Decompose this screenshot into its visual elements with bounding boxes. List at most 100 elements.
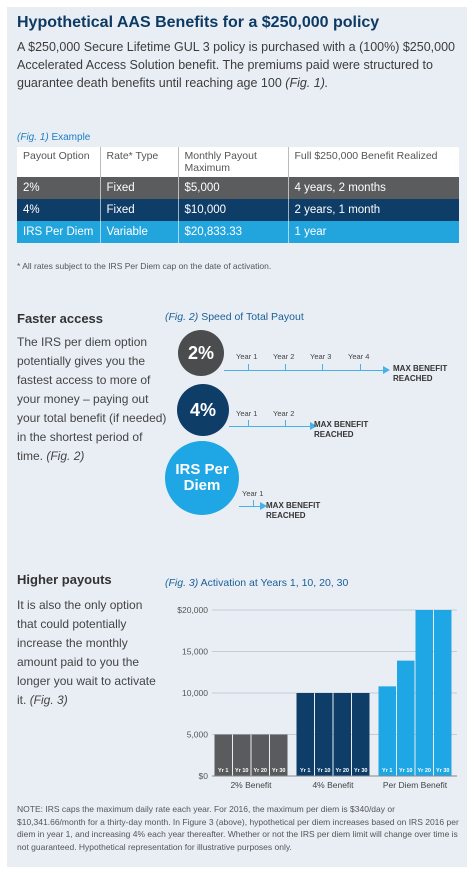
faster-access-fig-ref: (Fig. 2) [46, 449, 85, 463]
bar-label: Yr 20 [418, 768, 431, 774]
bar-label: Yr 1 [218, 768, 228, 774]
bar [415, 610, 433, 776]
table-header: Monthly Payout Maximum [178, 147, 289, 177]
intro-paragraph: A $250,000 Secure Lifetime GUL 3 policy … [17, 38, 459, 92]
max-benefit-text: REACHED [314, 430, 354, 439]
fig1-title: (Fig. 1) Example [17, 132, 90, 143]
bar-label: Yr 30 [436, 768, 449, 774]
fig3-title: (Fig. 3) Activation at Years 1, 10, 20, … [165, 577, 348, 589]
year-tick [360, 364, 361, 370]
intro-fig-ref: (Fig. 1). [285, 76, 329, 90]
year-tick [248, 420, 249, 426]
table-cell: Variable [100, 221, 179, 243]
fig1-label: (Fig. 1) [17, 132, 49, 143]
bar [378, 686, 396, 776]
table-cell: IRS Per Diem [17, 221, 101, 243]
year-tick [322, 364, 323, 370]
year-label: Year 4 [348, 352, 370, 361]
bar [251, 734, 269, 776]
intro-text: A $250,000 Secure Lifetime GUL 3 policy … [17, 40, 455, 90]
table-cell: $20,833.33 [178, 221, 289, 243]
max-benefit-text: REACHED [266, 511, 306, 520]
max-benefit-label: MAX BENEFIT REACHED [393, 364, 447, 384]
bar-label: Yr 10 [399, 768, 412, 774]
table-footnote: * All rates subject to the IRS Per Diem … [17, 261, 272, 271]
faster-access-text: The IRS per diem option potentially give… [17, 335, 167, 463]
table-cell: $10,000 [178, 199, 289, 221]
max-benefit-label: MAX BENEFIT REACHED [266, 501, 320, 521]
year-label: Year 3 [310, 352, 332, 361]
table-cell: 2 years, 1 month [288, 199, 459, 221]
y-tick-label: 5,000 [187, 730, 209, 740]
table-cell: 4% [17, 199, 101, 221]
bar-label: Yr 20 [254, 768, 267, 774]
faster-access-heading: Faster access [17, 311, 104, 326]
y-tick-label: $20,000 [177, 605, 208, 615]
table-cell: Fixed [100, 199, 179, 221]
table-cell: 1 year [288, 221, 459, 243]
table-row: 2% Fixed $5,000 4 years, 2 months [17, 177, 459, 199]
y-tick-label: 15,000 [182, 647, 208, 657]
group-label: Per Diem Benefit [383, 780, 448, 790]
bar [233, 734, 251, 776]
higher-payouts-fig-ref: (Fig. 3) [29, 693, 68, 707]
max-benefit-text: REACHED [393, 374, 433, 383]
table-header: Full $250,000 Benefit Realized [288, 147, 459, 177]
fig3-label: (Fig. 3) [165, 577, 199, 589]
bar [315, 693, 333, 776]
bar-label: Yr 20 [336, 768, 349, 774]
bar [296, 693, 314, 776]
bar-label: Yr 30 [272, 768, 285, 774]
table-cell: 2% [17, 177, 101, 199]
timeline-per-diem-line [239, 506, 261, 507]
bar [434, 610, 452, 776]
timeline-4pct-line [229, 426, 311, 427]
table-cell: $5,000 [178, 177, 289, 199]
year-tick [248, 364, 249, 370]
timeline-4pct-arrow [310, 422, 317, 430]
option-4pct-circle: 4% [177, 384, 229, 436]
higher-payouts-heading: Higher payouts [17, 572, 112, 587]
timeline-per-diem-arrow [260, 502, 267, 510]
fig1-title-text: Example [51, 132, 91, 143]
table-header: Payout Option [17, 147, 101, 177]
timeline-2pct-arrow [383, 366, 390, 374]
page-title: Hypothetical AAS Benefits for a $250,000… [17, 14, 380, 31]
infographic-panel: Hypothetical AAS Benefits for a $250,000… [7, 7, 467, 867]
y-tick-label: $0 [199, 771, 209, 781]
year-label: Year 1 [236, 352, 258, 361]
option-per-diem-circle: IRS Per Diem [165, 441, 239, 515]
group-label: 4% Benefit [312, 780, 354, 790]
max-benefit-text: MAX BENEFIT [393, 364, 448, 373]
fig3-title-text: Activation at Years 1, 10, 20, 30 [200, 577, 349, 589]
higher-payouts-text: It is also the only option that could po… [17, 598, 156, 707]
group-label: 2% Benefit [230, 780, 272, 790]
bar [214, 734, 232, 776]
year-tick [253, 500, 254, 506]
table-row: IRS Per Diem Variable $20,833.33 1 year [17, 221, 459, 243]
fig2-title-text: Speed of Total Payout [201, 311, 304, 323]
example-table: Payout Option Rate* Type Monthly Payout … [17, 147, 459, 243]
table-cell: Fixed [100, 177, 179, 199]
year-label: Year 1 [236, 409, 258, 418]
bar [333, 693, 351, 776]
year-label: Year 1 [242, 489, 264, 498]
bar-label: Yr 10 [235, 768, 248, 774]
fig2-title: (Fig. 2) Speed of Total Payout [165, 311, 304, 323]
higher-payouts-body: It is also the only option that could po… [17, 596, 157, 710]
y-tick-label: 10,000 [182, 688, 208, 698]
bar [270, 734, 288, 776]
faster-access-body: The IRS per diem option potentially give… [17, 333, 167, 466]
bar [397, 660, 415, 776]
bar-label: Yr 1 [382, 768, 392, 774]
timeline-2pct-line [224, 370, 384, 371]
table-header-row: Payout Option Rate* Type Monthly Payout … [17, 147, 459, 177]
max-benefit-text: MAX BENEFIT [314, 420, 369, 429]
table-cell: 4 years, 2 months [288, 177, 459, 199]
note-paragraph: NOTE: IRS caps the maximum daily rate ea… [17, 804, 459, 852]
year-label: Year 2 [273, 409, 295, 418]
table-header: Rate* Type [100, 147, 179, 177]
fig2-label: (Fig. 2) [165, 311, 199, 323]
year-tick [285, 420, 286, 426]
bar [352, 693, 370, 776]
